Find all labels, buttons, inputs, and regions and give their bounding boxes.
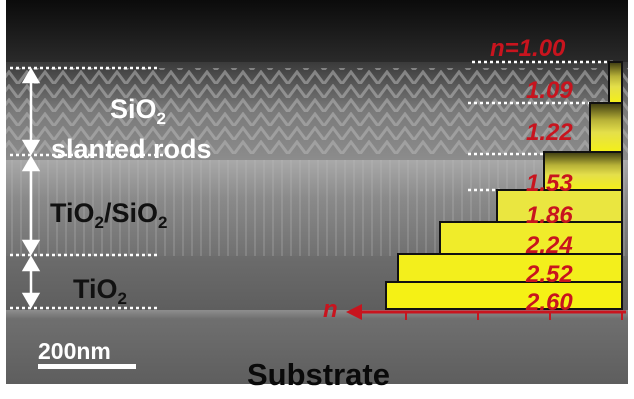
n-axis-label: n	[323, 296, 338, 323]
index-value-5: 2.24	[526, 232, 573, 259]
index-value-2: 1.22	[526, 119, 573, 146]
index-step-5	[439, 221, 623, 255]
index-value-3: 1.53	[526, 170, 573, 197]
substrate-label: Substrate	[247, 357, 390, 392]
tio2-layer-label: TiO2	[73, 274, 127, 308]
scale-bar-label: 200nm	[38, 338, 111, 364]
index-value-1: 1.09	[526, 77, 573, 104]
scale-bar	[38, 364, 136, 369]
tio2-sio2-layer-label: TiO2/SiO2	[50, 198, 168, 232]
index-step-2	[589, 102, 623, 153]
sio2-layer-label: SiO2	[110, 94, 166, 128]
index-value-7: 2.60	[526, 289, 573, 316]
index-step-7	[385, 281, 623, 310]
index-value-6: 2.52	[526, 261, 573, 288]
refractive-index-staircase	[385, 61, 623, 310]
n-axis-arrow	[346, 304, 626, 320]
index-value-4: 1.86	[526, 202, 573, 229]
layer-boundary-lines	[10, 60, 614, 310]
index-value-top: n=1.00	[490, 35, 566, 62]
index-step-6	[397, 253, 623, 283]
sio2-layer-label-line2: slanted rods	[51, 134, 212, 164]
index-step-4	[496, 189, 623, 223]
index-step-1	[608, 61, 623, 104]
thickness-arrows	[21, 67, 41, 309]
